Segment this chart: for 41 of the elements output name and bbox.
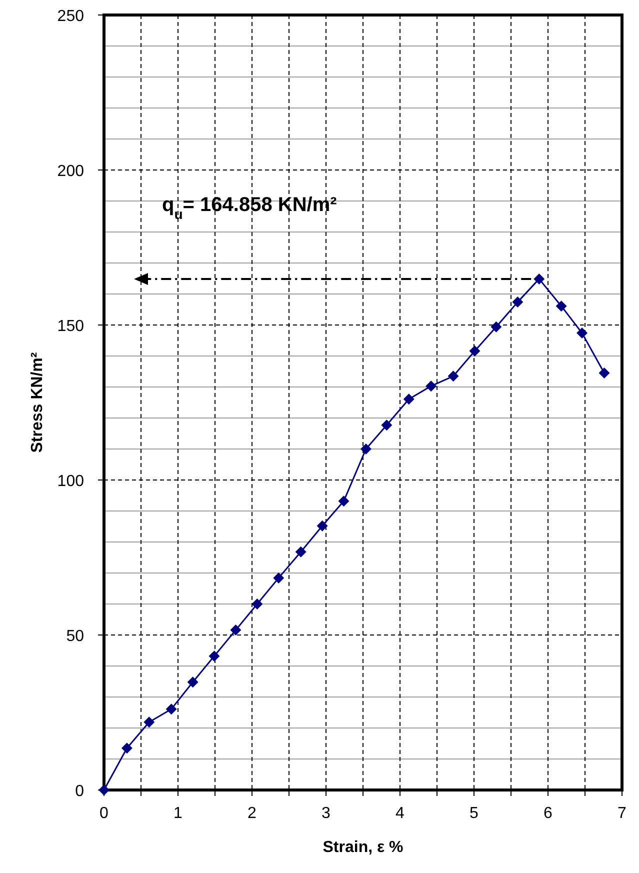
point — [295, 546, 306, 558]
point — [166, 704, 177, 715]
point — [469, 346, 480, 357]
y-tick-label: 200 — [57, 163, 84, 180]
point — [512, 296, 524, 308]
point — [381, 420, 392, 431]
point — [556, 300, 567, 312]
point — [448, 370, 459, 382]
x-tick-label: 1 — [174, 805, 183, 822]
point — [403, 394, 414, 405]
y-tick-label: 250 — [57, 8, 84, 25]
point — [273, 572, 284, 584]
point — [490, 321, 502, 332]
y-tick-label: 150 — [57, 318, 84, 335]
annotation: q$_{u}$= 164.858 KN/m² — [162, 194, 338, 222]
y-tick-label: 0 — [75, 783, 84, 800]
x-tick-label: 7 — [618, 805, 627, 822]
point — [598, 368, 610, 379]
x-tick-label: 5 — [470, 805, 479, 822]
y-axis-title: Stress KN/m² — [29, 352, 46, 453]
point — [576, 328, 588, 339]
point — [208, 650, 220, 662]
y-tick-label: 100 — [57, 473, 84, 490]
y-tick-label: 50 — [66, 628, 84, 645]
point — [98, 784, 110, 796]
x-axis-title: Strain, ε % — [322, 839, 404, 856]
point — [316, 520, 328, 532]
x-tick-label: 3 — [322, 805, 331, 822]
x-tick-label: 4 — [396, 805, 405, 822]
point — [230, 624, 242, 636]
point — [252, 598, 263, 610]
x-tick-label: 6 — [544, 805, 553, 822]
point — [338, 496, 350, 507]
point — [534, 273, 545, 284]
point — [121, 742, 132, 754]
x-tick-label: 0 — [100, 805, 109, 822]
x-tick-label: 2 — [248, 805, 257, 822]
point — [360, 444, 372, 454]
point — [144, 716, 155, 728]
point — [187, 676, 198, 688]
point — [426, 380, 437, 392]
